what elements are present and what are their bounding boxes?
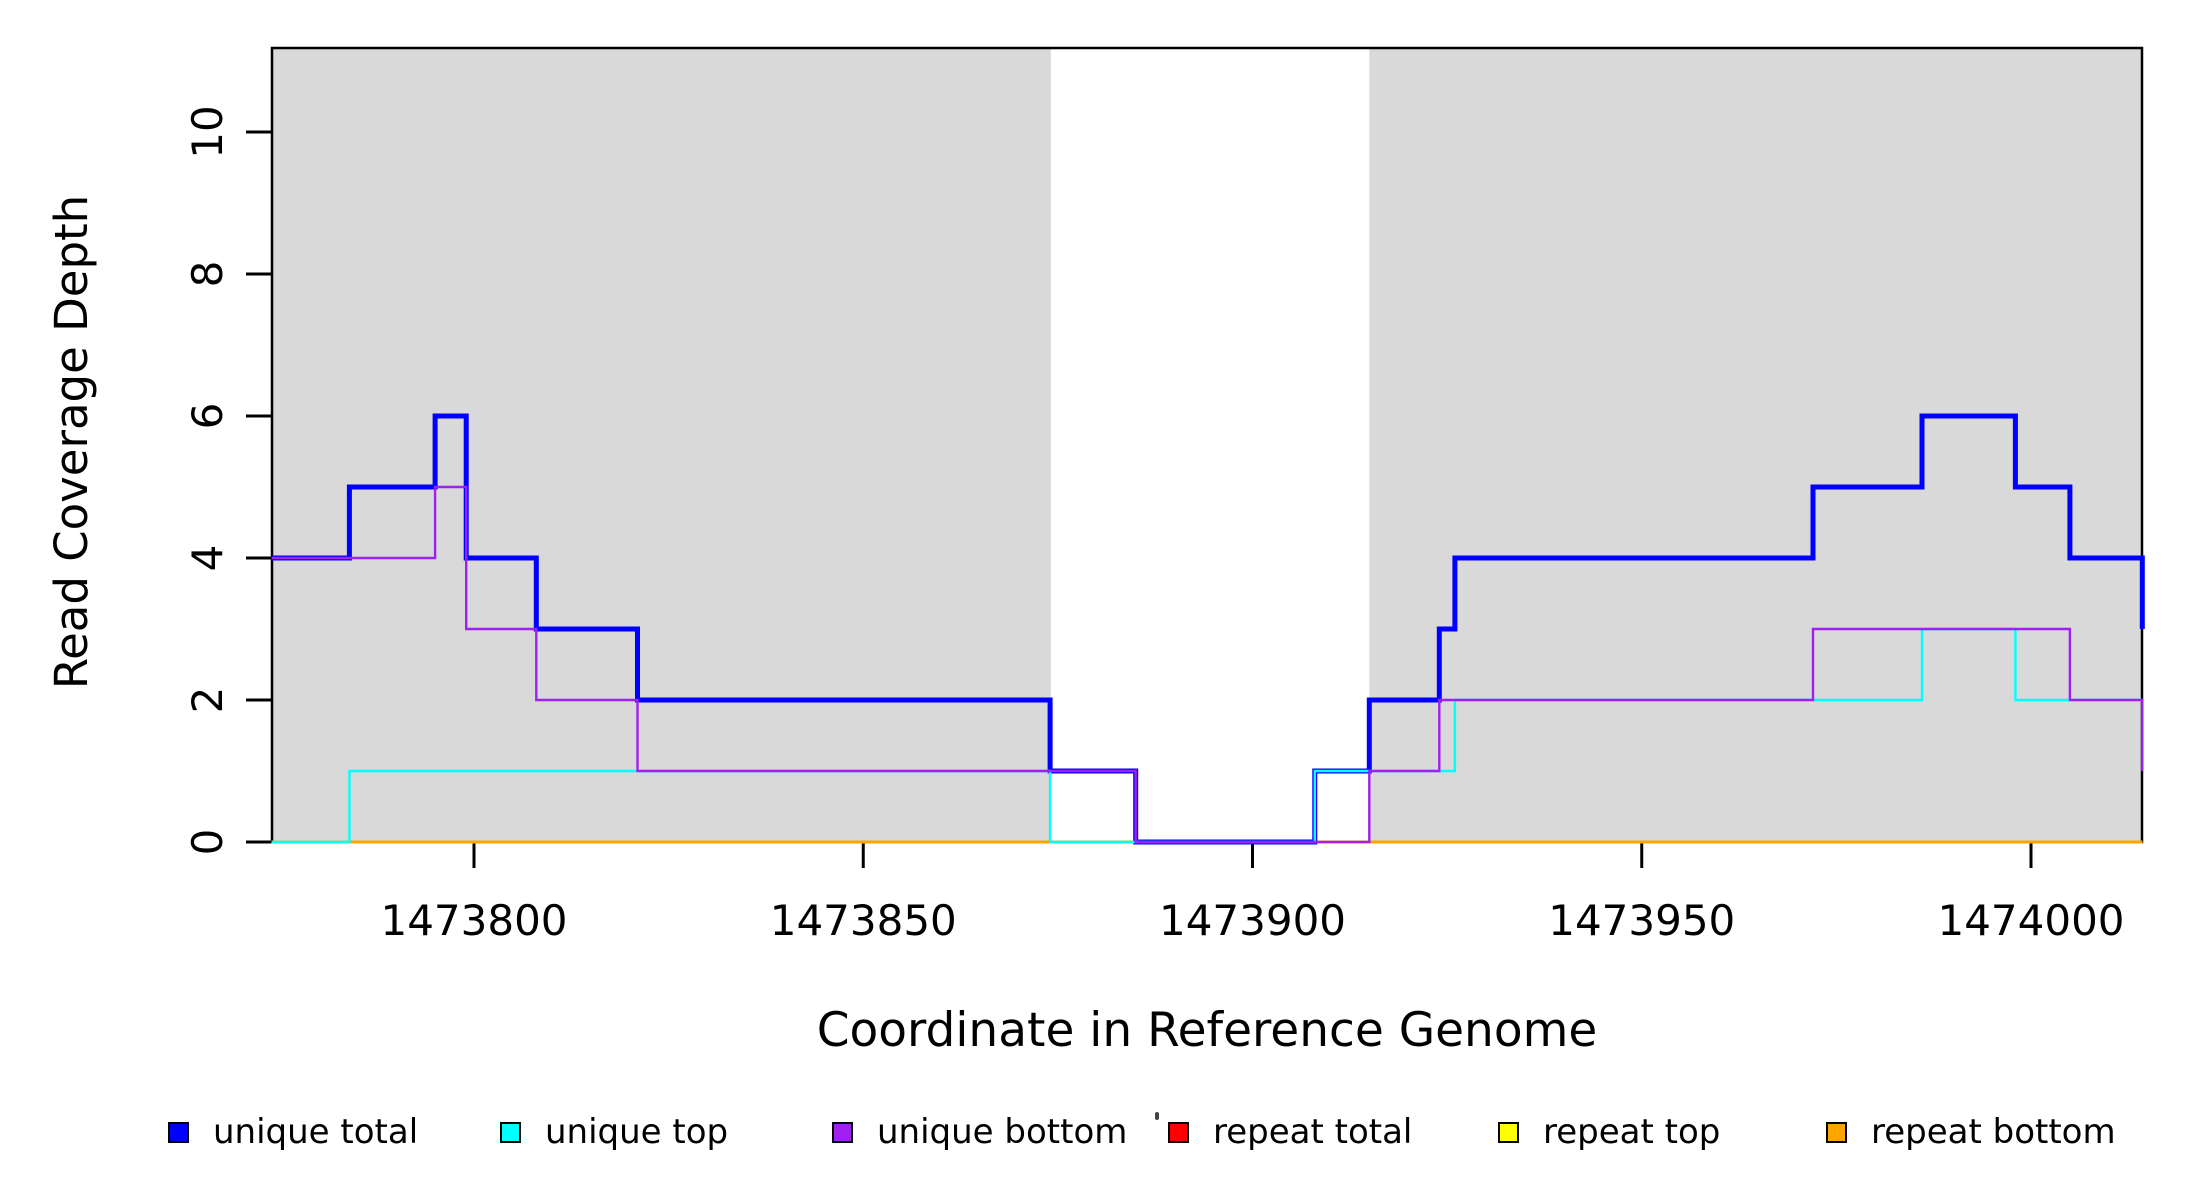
x-tick-label: 1474000 bbox=[1937, 896, 2124, 945]
x-tick-label: 1473900 bbox=[1159, 896, 1346, 945]
shaded-region bbox=[1369, 48, 2142, 842]
legend-swatch-icon bbox=[500, 1121, 521, 1143]
legend-item-repeat-bottom: repeat bottom bbox=[1826, 1108, 2116, 1156]
legend-swatch-icon bbox=[1168, 1121, 1189, 1143]
y-tick-label: 0 bbox=[183, 829, 232, 856]
legend-item-unique-top: unique top bbox=[500, 1108, 728, 1156]
y-tick-label: 10 bbox=[183, 105, 232, 158]
legend-label: unique top bbox=[545, 1112, 729, 1152]
legend-item-unique-bottom: unique bottom bbox=[832, 1108, 1127, 1156]
x-axis-title: Coordinate in Reference Genome bbox=[816, 1003, 1598, 1058]
legend-item-repeat-top: repeat top bbox=[1498, 1108, 1720, 1156]
stray-mark bbox=[1155, 1112, 1159, 1120]
legend-label: unique bottom bbox=[877, 1112, 1128, 1152]
legend-label: repeat bottom bbox=[1871, 1112, 2116, 1152]
shaded-region bbox=[272, 48, 1051, 842]
y-tick-label: 2 bbox=[183, 687, 232, 714]
y-tick-label: 4 bbox=[183, 545, 232, 572]
legend-swatch-icon bbox=[1498, 1121, 1519, 1143]
series-unique-bottom bbox=[271, 485, 2144, 844]
legend-item-unique-total: unique total bbox=[168, 1108, 418, 1156]
legend: unique total unique top unique bottom repea… bbox=[0, 1108, 2200, 1160]
y-tick-label: 6 bbox=[183, 403, 232, 430]
legend-label: unique total bbox=[213, 1112, 419, 1152]
legend-swatch-icon bbox=[168, 1121, 189, 1143]
y-tick-label: 8 bbox=[183, 261, 232, 288]
y-axis-title: Read Coverage Depth bbox=[45, 194, 98, 690]
x-tick-label: 1473950 bbox=[1548, 896, 1735, 945]
legend-label: repeat total bbox=[1213, 1112, 1413, 1152]
legend-swatch-icon bbox=[1826, 1121, 1847, 1143]
legend-label: repeat top bbox=[1543, 1112, 1721, 1152]
legend-item-repeat-total: repeat total bbox=[1168, 1108, 1412, 1156]
x-tick-label: 1473850 bbox=[770, 896, 957, 945]
x-tick-label: 1473800 bbox=[380, 896, 567, 945]
legend-swatch-icon bbox=[832, 1121, 853, 1143]
